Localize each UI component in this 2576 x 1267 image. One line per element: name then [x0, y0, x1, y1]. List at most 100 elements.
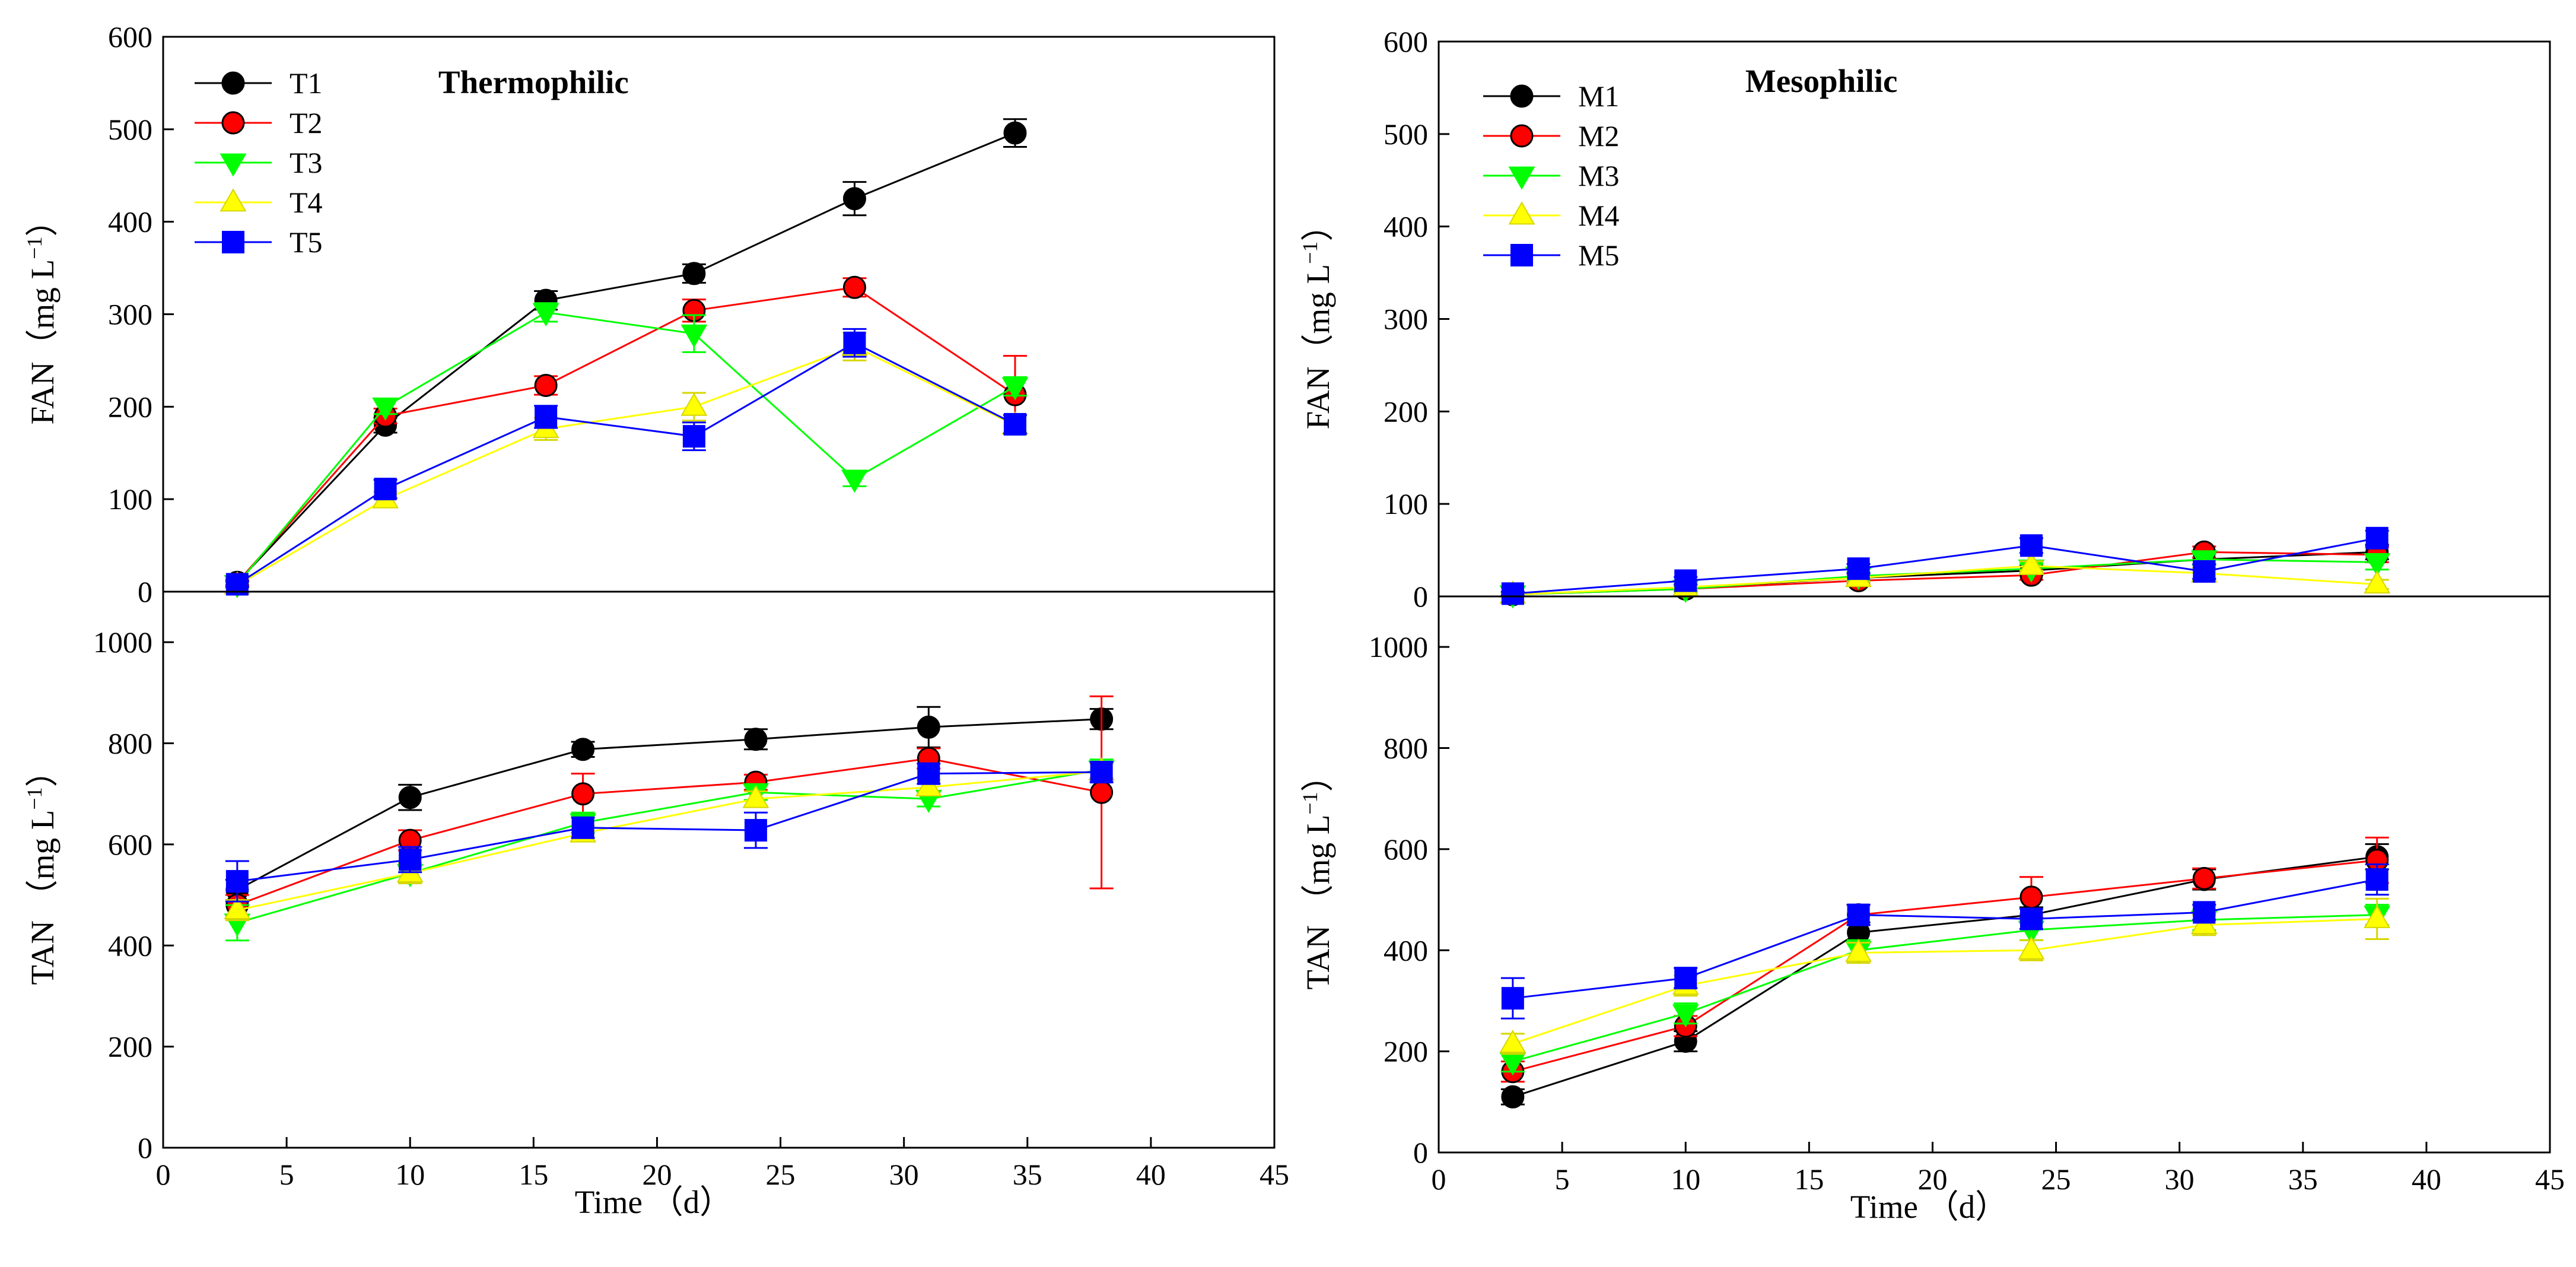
legend-label: T5: [290, 226, 323, 259]
legend-marker: [1508, 166, 1535, 190]
data-point-M4: [2018, 936, 2045, 960]
legend-label: M5: [1578, 239, 1619, 272]
series-T4: [224, 332, 1029, 595]
data-point-M4: [2018, 551, 2045, 575]
series-M4: [1499, 897, 2391, 1055]
series-line-T5: [237, 342, 1016, 585]
legend-marker: [1510, 244, 1533, 266]
y-tick-label: 200: [1384, 395, 1428, 428]
data-point-T1: [917, 715, 940, 739]
y-axis-title: TAN （mg L−1）: [23, 754, 61, 985]
plot-frame: [1438, 595, 2551, 1154]
series-M3: [1499, 550, 2391, 609]
data-point-M2: [2192, 866, 2216, 890]
data-point-T5: [843, 331, 866, 354]
y-axis-title: FAN（mg L−1）: [1298, 209, 1336, 430]
series-M3: [1499, 904, 2391, 1076]
y-tick-label: 600: [108, 828, 152, 861]
series-M5: [1500, 863, 2389, 1020]
y-tick-label: 500: [108, 113, 152, 146]
data-point-T5: [1090, 761, 1113, 784]
data-point-M5: [2020, 534, 2043, 557]
y-tick-label: 200: [1384, 1035, 1428, 1068]
series-line-T2: [237, 757, 1102, 906]
series-line-T3: [236, 311, 1016, 585]
data-point-T2: [842, 275, 866, 299]
chart-panel-2: 0 200 400 600 800 1000 0 5 10 15 20 25 30 35 40 45 Time …: [23, 590, 1289, 1220]
x-tick-label: 5: [279, 1158, 294, 1191]
data-point-M5: [2193, 560, 2216, 583]
x-tick-label: 30: [889, 1158, 919, 1191]
legend-marker: [220, 188, 247, 212]
data-point-T3: [841, 469, 868, 493]
series-M5: [1500, 526, 2389, 605]
legend-marker: [1508, 201, 1535, 225]
series-T2: [225, 695, 1114, 917]
plot-frame: [162, 590, 1276, 1149]
data-point-T4: [224, 896, 251, 920]
y-tick-label: 400: [108, 205, 152, 239]
data-point-M5: [1847, 903, 1870, 926]
y-tick-label: 400: [1384, 933, 1428, 967]
data-point-T3: [680, 324, 708, 348]
legend-item-T1: T1: [195, 66, 323, 100]
data-point-M3: [2364, 552, 2391, 576]
legend-marker: [220, 153, 247, 177]
x-tick-label: 20: [642, 1158, 672, 1191]
data-point-T1: [682, 262, 706, 285]
data-point-M5: [1501, 987, 1524, 1010]
x-axis-title: Time （d）: [1850, 1189, 2008, 1225]
y-tick-label: 100: [108, 482, 152, 516]
y-axis-title-superscript: −1: [1298, 242, 1322, 264]
data-point-M3: [1672, 1004, 1699, 1028]
data-point-T5: [682, 425, 705, 448]
series-line-T5: [237, 771, 1102, 882]
data-point-M5: [1674, 967, 1697, 990]
y-axis-title: FAN（mg L−1）: [23, 204, 61, 425]
series-T3: [224, 758, 1115, 942]
y-axis-title-superscript: −1: [1298, 792, 1322, 814]
y-tick-label: 300: [108, 298, 152, 331]
data-point-M5: [2365, 526, 2389, 550]
legend-item-T5: T5: [195, 226, 323, 259]
y-tick-label: 800: [1384, 732, 1428, 765]
y-tick-label: 800: [108, 727, 152, 760]
y-axis-title-main: TAN （mg L: [1300, 815, 1336, 990]
data-point-T1: [398, 786, 422, 809]
data-point-T5: [225, 870, 249, 893]
legend: T1 T2 T3 T4 T5: [195, 66, 323, 259]
legend-marker: [1510, 124, 1534, 148]
data-point-M4: [2364, 570, 2391, 594]
data-point-T1: [571, 738, 595, 761]
y-tick-label: 0: [1413, 580, 1428, 613]
data-point-T5: [535, 405, 558, 428]
series-line-M4: [1512, 917, 2377, 1045]
legend-item-T4: T4: [195, 186, 323, 219]
y-tick-label: 100: [1384, 487, 1428, 520]
x-tick-label: 5: [1555, 1163, 1570, 1196]
legend-item-M1: M1: [1483, 80, 1619, 113]
data-point-T5: [1003, 412, 1026, 436]
data-point-T2: [1090, 780, 1114, 804]
data-point-M1: [1501, 1085, 1525, 1109]
legend-item-M2: M2: [1483, 119, 1619, 153]
series-line-T4: [237, 345, 1016, 586]
y-tick-label: 0: [138, 1131, 152, 1164]
chart-panel-1: 0 100 200 300 400 500 600 FAN（mg L−1） Thermophil…: [23, 20, 1276, 608]
legend-marker: [222, 231, 244, 253]
panel-title: Mesophilic: [1745, 63, 1898, 99]
data-point-T2: [534, 373, 558, 397]
chart-panel-4: 0 200 400 600 800 1000 0 5 10 15 20 25 30 35 40 45 Time …: [1298, 595, 2565, 1225]
legend-label: T4: [290, 186, 323, 219]
x-axis-title: Time （d）: [575, 1184, 732, 1220]
data-point-M5: [1847, 557, 1870, 580]
y-tick-label: 400: [1384, 210, 1428, 243]
panel-title: Thermophilic: [438, 64, 629, 100]
y-tick-label: 400: [108, 929, 152, 962]
x-tick-label: 45: [2535, 1163, 2565, 1196]
legend-label: T1: [290, 66, 323, 100]
series-T1: [225, 706, 1114, 902]
series-line-T1: [237, 718, 1102, 891]
series-line-M3: [1512, 914, 2377, 1063]
data-point-T3: [372, 397, 399, 421]
